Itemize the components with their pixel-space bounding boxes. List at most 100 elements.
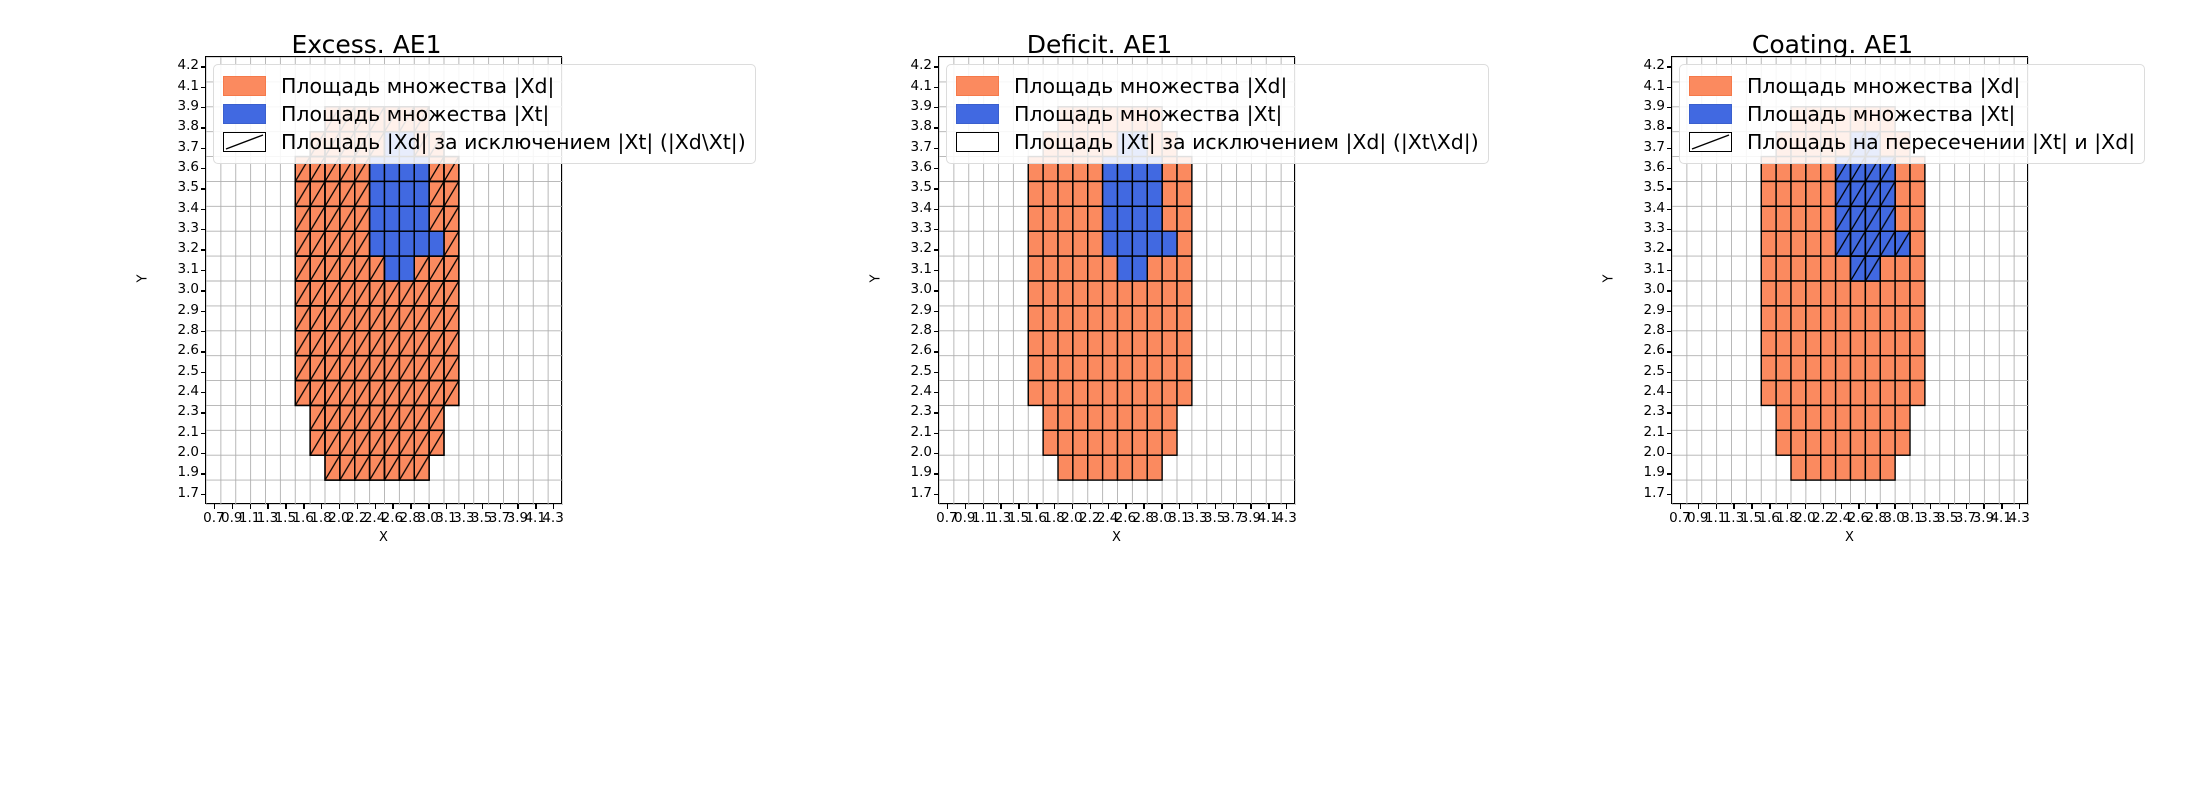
y-tick-mark <box>934 392 939 394</box>
y-tick-mark <box>1667 106 1672 109</box>
x-tick-mark <box>1876 504 1878 509</box>
legend-label: Площадь множества |Xd| <box>1747 74 2021 98</box>
x-tick-mark <box>1983 504 1985 509</box>
y-tick-label: 2.5 <box>177 362 199 379</box>
legend-item[interactable]: Площадь |Xd| за исключением |Xt| (|Xd\Xt… <box>223 128 746 156</box>
y-tick-label: 4.1 <box>177 77 199 94</box>
y-tick-mark <box>1667 493 1672 496</box>
x-tick-label: 1.3 <box>989 510 1012 526</box>
y-tick-mark <box>934 229 939 231</box>
x-tick-mark <box>1107 504 1109 509</box>
x-tick-label: 0.9 <box>221 510 243 526</box>
y-tick-mark <box>1667 269 1672 272</box>
x-tick-label: 3.0 <box>1150 510 1172 526</box>
legend-item[interactable]: Площадь множества |Xt| <box>223 100 746 128</box>
x-tick-mark <box>517 504 519 509</box>
y-tick-label: 1.9 <box>1643 464 1665 481</box>
x-tick-label: 1.5 <box>1007 510 1030 526</box>
y-tick-label: 3.8 <box>910 118 932 135</box>
y-tick-label: 2.1 <box>177 423 199 440</box>
y-tick-mark <box>201 330 206 333</box>
y-tick-mark <box>934 249 939 251</box>
legend-swatch-xd-icon <box>223 76 266 96</box>
y-tick-label: 3.5 <box>177 179 199 196</box>
legend-item[interactable]: Площадь множества |Xd| <box>223 72 746 100</box>
legend-item[interactable]: Площадь множества |Xt| <box>956 100 1479 128</box>
y-tick-label: 1.9 <box>910 464 932 481</box>
x-tick-label: 3.1 <box>435 510 457 526</box>
x-tick-mark <box>1840 504 1842 509</box>
x-tick-label: 1.6 <box>1758 510 1780 526</box>
x-tick-label: 2.0 <box>1794 510 1816 526</box>
x-tick-label: 2.2 <box>1811 510 1834 526</box>
x-tick-label: 2.4 <box>1829 510 1852 526</box>
legend-item[interactable]: Площадь множества |Xd| <box>956 72 1479 100</box>
x-tick-label: 1.8 <box>1776 510 1798 526</box>
y-tick-label: 3.3 <box>1643 220 1665 237</box>
y-tick-mark <box>934 453 939 455</box>
legend: Площадь множества |Xd| Площадь множества … <box>213 64 756 164</box>
y-tick-mark <box>201 412 206 414</box>
x-tick-mark <box>249 504 252 509</box>
x-tick-label: 1.8 <box>310 510 332 526</box>
legend-swatch-xd-icon <box>1689 76 1732 96</box>
y-tick-mark <box>934 412 939 414</box>
legend-item[interactable]: Площадь |Xt| за исключением |Xd| (|Xt\Xd… <box>956 128 1479 156</box>
y-tick-label: 2.6 <box>910 342 932 359</box>
y-tick-mark <box>201 269 206 272</box>
legend-item[interactable]: Площадь множества |Xt| <box>1689 100 2135 128</box>
x-axis-label: X <box>379 530 388 545</box>
y-tick-label: 3.3 <box>910 220 932 237</box>
legend: Площадь множества |Xd| Площадь множества … <box>946 64 1489 164</box>
x-tick-mark <box>1697 504 1700 509</box>
x-tick-mark <box>1036 504 1038 509</box>
x-tick-label: 1.1 <box>238 510 261 526</box>
y-tick-label: 2.0 <box>910 444 932 461</box>
x-tick-mark <box>1000 504 1002 509</box>
y-tick-mark <box>201 249 206 251</box>
x-tick-mark <box>982 504 985 509</box>
y-tick-label: 2.4 <box>177 383 199 399</box>
y-tick-mark <box>201 473 206 475</box>
y-tick-mark <box>201 106 206 109</box>
y-tick-label: 2.6 <box>177 342 199 359</box>
x-tick-mark <box>1286 504 1288 509</box>
legend-item[interactable]: Площадь множества |Xd| <box>1689 72 2135 100</box>
y-tick-label: 1.7 <box>177 484 199 501</box>
x-tick-mark <box>481 504 484 509</box>
y-tick-mark <box>1667 351 1672 353</box>
x-tick-mark <box>535 504 537 509</box>
y-tick-label: 4.2 <box>910 57 932 74</box>
x-tick-mark <box>1054 504 1056 509</box>
y-tick-mark <box>934 351 939 353</box>
x-tick-mark <box>410 504 412 509</box>
y-tick-mark <box>934 86 939 88</box>
y-tick-mark <box>1667 473 1672 475</box>
x-tick-label: 1.3 <box>256 510 279 526</box>
legend-swatch-hatch-icon <box>1689 132 1732 152</box>
legend-swatch-xt-icon <box>1689 104 1732 124</box>
x-tick-mark <box>392 504 394 509</box>
y-tick-label: 2.5 <box>1643 362 1665 379</box>
x-tick-label: 0.7 <box>203 510 225 526</box>
x-tick-mark <box>1178 504 1181 509</box>
y-tick-label: 2.1 <box>1643 423 1665 440</box>
x-tick-mark <box>2001 504 2003 509</box>
x-tick-mark <box>1232 504 1234 509</box>
y-tick-label: 2.3 <box>177 403 199 420</box>
y-tick-mark <box>1667 290 1672 292</box>
x-tick-mark <box>964 504 967 509</box>
x-tick-mark <box>267 504 269 509</box>
x-tick-mark <box>1858 504 1860 509</box>
x-tick-label: 2.6 <box>1847 510 1870 526</box>
x-tick-mark <box>1965 504 1967 509</box>
x-tick-label: 3.5 <box>470 510 493 526</box>
x-tick-label: 2.2 <box>345 510 368 526</box>
y-tick-mark <box>201 453 206 455</box>
y-tick-mark <box>201 432 206 435</box>
x-tick-mark <box>1769 504 1771 509</box>
legend-swatch-xt-icon <box>223 104 266 124</box>
legend-item[interactable]: Площадь на пересечении |Xt| и |Xd| <box>1689 128 2135 156</box>
y-tick-label: 3.5 <box>910 179 932 196</box>
x-tick-mark <box>1733 504 1735 509</box>
